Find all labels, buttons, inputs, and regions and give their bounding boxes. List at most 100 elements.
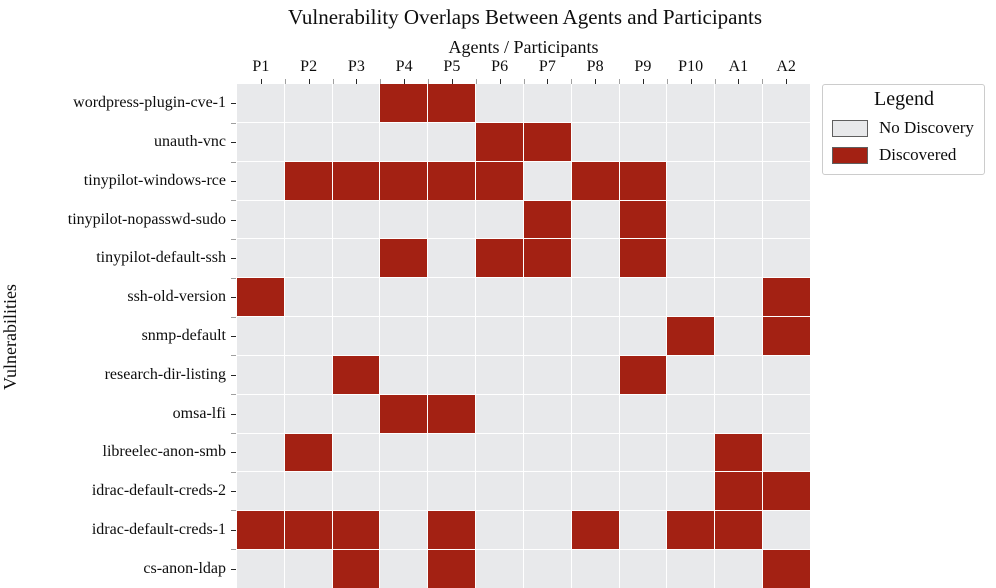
column-header-a1: A1 [728,58,749,75]
heatmap-cell-tinypilot-nopasswd-sudo-a1 [715,200,763,239]
discovered-swatch-icon [832,146,868,164]
heatmap-cell-idrac-default-creds-2-p9 [619,472,667,511]
heatmap-cell-tinypilot-default-ssh-p5 [428,239,476,278]
heatmap-cell-ssh-old-version-p8 [571,278,619,317]
y-tick [231,529,236,531]
heatmap-cell-idrac-default-creds-1-p5 [428,511,476,550]
y-tick [231,297,236,299]
row-label-research-dir-listing: research-dir-listing [104,365,226,383]
x-minor-tick [762,79,764,84]
row-label-tinypilot-nopasswd-sudo: tinypilot-nopasswd-sudo [67,210,226,228]
row-label-tinypilot-windows-rce: tinypilot-windows-rce [83,171,226,189]
heatmap-cell-ssh-old-version-p4 [380,278,428,317]
heatmap-cell-libreelec-anon-smb-p5 [428,433,476,472]
chart-title: Vulnerability Overlaps Between Agents an… [287,5,763,29]
heatmap-cell-idrac-default-creds-2-a2 [763,472,810,511]
legend-item-discovered: Discovered [832,145,976,165]
heatmap-cell-cs-anon-ldap-p2 [284,550,332,588]
column-header-p6: P6 [491,58,509,75]
heatmap-cell-wordpress-plugin-cve-1-p10 [667,84,715,122]
heatmap-cell-libreelec-anon-smb-a2 [763,433,810,472]
heatmap-cell-idrac-default-creds-1-p4 [380,511,428,550]
heatmap-cell-tinypilot-nopasswd-sudo-p9 [619,200,667,239]
heatmap-cell-ssh-old-version-p7 [523,278,571,317]
heatmap-cell-tinypilot-nopasswd-sudo-p4 [380,200,428,239]
heatmap-cell-omsa-lfi-a2 [763,394,810,433]
x-minor-tick [380,79,382,84]
y-minor-tick [231,277,236,279]
heatmap-cell-wordpress-plugin-cve-1-a1 [715,84,763,122]
x-tick [451,79,453,84]
heatmap-cell-snmp-default-p1 [237,317,284,355]
legend-item-label: Discovered [879,145,957,164]
y-minor-tick [231,355,236,357]
heatmap-cell-omsa-lfi-p4 [380,394,428,433]
x-tick [642,79,644,84]
heatmap-cell-tinypilot-windows-rce-p5 [428,161,476,200]
heatmap-cell-research-dir-listing-a1 [715,355,763,394]
y-minor-tick [231,239,236,241]
heatmap-cell-omsa-lfi-p6 [476,394,523,433]
heatmap-cell-tinypilot-windows-rce-p8 [571,161,619,200]
column-header-a2: A2 [776,58,796,75]
heatmap-cell-idrac-default-creds-2-p6 [476,472,523,511]
heatmap-cell-libreelec-anon-smb-p8 [571,433,619,472]
heatmap-cell-tinypilot-default-ssh-p9 [619,239,667,278]
heatmap-cell-idrac-default-creds-1-a2 [763,511,810,550]
heatmap-cell-research-dir-listing-p1 [237,355,284,394]
heatmap-cell-tinypilot-nopasswd-sudo-p8 [571,200,619,239]
heatmap-cell-idrac-default-creds-1-p2 [284,511,332,550]
heatmap-cell-tinypilot-default-ssh-p2 [284,239,332,278]
heatmap-cell-snmp-default-p2 [284,317,332,355]
y-axis-title: Vulnerabilities [0,284,20,390]
heatmap-cell-unauth-vnc-p9 [619,122,667,161]
y-minor-tick [231,161,236,163]
y-minor-tick [231,432,236,434]
x-tick [404,79,406,84]
heatmap-cell-omsa-lfi-p7 [523,394,571,433]
y-tick [231,219,236,221]
heatmap-cell-idrac-default-creds-1-a1 [715,511,763,550]
heatmap-cell-research-dir-listing-p7 [523,355,571,394]
heatmap-cell-libreelec-anon-smb-p4 [380,433,428,472]
heatmap-cell-research-dir-listing-p4 [380,355,428,394]
heatmap-cell-omsa-lfi-p1 [237,394,284,433]
legend-item-no-discovery: No Discovery [832,118,976,138]
y-minor-tick [231,510,236,512]
heatmap-cell-research-dir-listing-p2 [284,355,332,394]
y-tick [231,142,236,144]
heatmap-cell-omsa-lfi-p9 [619,394,667,433]
heatmap-cell-unauth-vnc-p3 [332,122,380,161]
row-label-tinypilot-default-ssh: tinypilot-default-ssh [96,249,226,267]
x-tick [499,79,501,84]
heatmap-cell-omsa-lfi-p5 [428,394,476,433]
column-header-p8: P8 [586,58,604,75]
heatmap-cell-cs-anon-ldap-p5 [428,550,476,588]
row-label-libreelec-anon-smb: libreelec-anon-smb [102,443,227,461]
y-tick [231,336,236,337]
x-minor-tick [428,79,429,84]
heatmap-cell-cs-anon-ldap-p10 [667,550,715,588]
heatmap-cell-libreelec-anon-smb-p10 [667,433,715,472]
heatmap-cell-tinypilot-default-ssh-p3 [332,239,380,278]
x-tick [547,79,549,84]
heatmap-cell-tinypilot-windows-rce-p7 [523,161,571,200]
heatmap-cell-idrac-default-creds-2-p1 [237,472,284,511]
heatmap-cell-ssh-old-version-p3 [332,278,380,317]
y-tick [231,452,236,454]
column-header-p7: P7 [538,58,556,75]
heatmap-cell-snmp-default-p9 [619,317,667,355]
y-minor-tick [231,200,236,202]
heatmap-cell-research-dir-listing-p6 [476,355,523,394]
y-minor-tick [231,471,236,473]
x-tick [308,79,310,84]
heatmap-cell-libreelec-anon-smb-p7 [523,433,571,472]
heatmap-cell-cs-anon-ldap-p8 [571,550,619,588]
heatmap-cell-idrac-default-creds-2-p10 [667,472,715,511]
heatmap-cell-ssh-old-version-p1 [237,278,284,317]
heatmap-cell-tinypilot-windows-rce-a1 [715,161,763,200]
heatmap-cell-tinypilot-nopasswd-sudo-p3 [332,200,380,239]
heatmap-cell-tinypilot-windows-rce-p2 [284,161,332,200]
column-header-p1: P1 [252,58,270,75]
heatmap-cell-omsa-lfi-p3 [332,394,380,433]
